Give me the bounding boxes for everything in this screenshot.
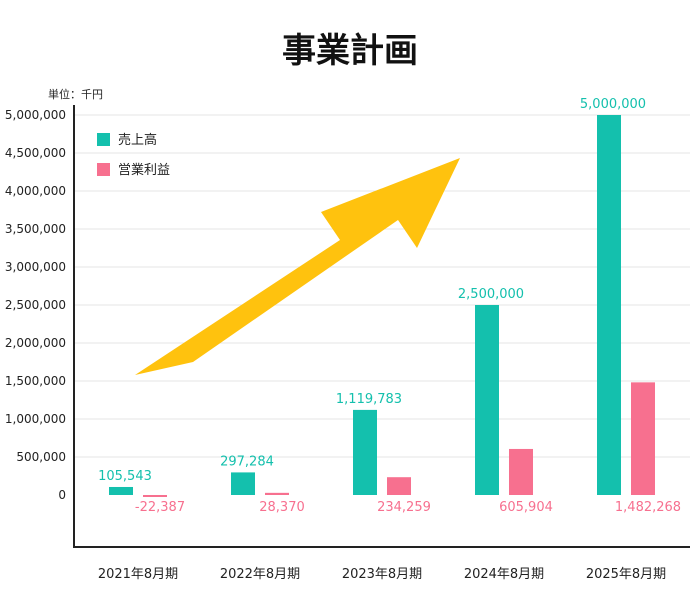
profit-bar — [265, 492, 289, 495]
x-category-label: 2022年8月期 — [220, 567, 300, 582]
y-tick-label: 1,000,000 — [5, 412, 66, 426]
y-tick-label: 4,500,000 — [5, 146, 66, 160]
legend-label: 売上高 — [118, 132, 157, 148]
data-labels: 105,543 297,284 1,119,783 2,500,000 5,000,00… — [98, 97, 681, 515]
x-category-label: 2024年8月期 — [464, 567, 544, 582]
y-tick-label: 3,500,000 — [5, 222, 66, 236]
chart-title: 事業計画 — [282, 31, 418, 71]
unit-label: 単位：千円 — [48, 87, 103, 101]
profit-value-label: 605,904 — [499, 500, 553, 515]
growth-arrow — [135, 158, 460, 375]
y-tick-label: 2,500,000 — [5, 298, 66, 312]
sales-bar — [475, 305, 499, 495]
profit-value-label: 1,482,268 — [615, 500, 681, 515]
y-tick-label: 0 — [58, 488, 66, 502]
sales-bar — [353, 409, 377, 495]
profit-bar — [509, 448, 533, 495]
profit-value-label: -22,387 — [135, 500, 185, 515]
profit-bar — [631, 382, 655, 495]
y-tick-label: 5,000,000 — [5, 108, 66, 122]
legend-swatch — [97, 163, 110, 176]
y-tick-label: 3,000,000 — [5, 260, 66, 274]
legend-label: 営業利益 — [118, 162, 170, 178]
sales-bar — [597, 115, 621, 495]
profit-bar — [143, 495, 167, 497]
y-tick-label: 2,000,000 — [5, 336, 66, 350]
bars — [109, 115, 655, 497]
x-axis-categories: 2021年8月期 2022年8月期 2023年8月期 2024年8月期 2025年8月期 — [98, 567, 666, 582]
growth-arrow-group — [135, 158, 460, 375]
profit-value-label: 28,370 — [259, 500, 305, 515]
profit-value-label: 234,259 — [377, 500, 431, 515]
legend-swatch — [97, 133, 110, 146]
x-category-label: 2023年8月期 — [342, 567, 422, 582]
y-tick-label: 500,000 — [16, 450, 66, 464]
sales-value-label: 2,500,000 — [458, 287, 524, 302]
sales-value-label: 1,119,783 — [336, 392, 402, 407]
y-tick-label: 1,500,000 — [5, 374, 66, 388]
x-category-label: 2021年8月期 — [98, 567, 178, 582]
y-tick-label: 4,000,000 — [5, 184, 66, 198]
sales-value-label: 297,284 — [220, 454, 274, 469]
x-category-label: 2025年8月期 — [586, 567, 666, 582]
profit-bar — [387, 477, 411, 495]
sales-value-label: 5,000,000 — [580, 97, 646, 112]
y-axis-ticks: 0 500,000 1,000,000 1,500,000 2,000,000 2,500… — [5, 108, 66, 502]
sales-bar — [109, 486, 133, 495]
gridlines — [74, 114, 690, 458]
axes — [73, 105, 690, 548]
sales-bar — [231, 472, 255, 495]
sales-value-label: 105,543 — [98, 469, 152, 484]
